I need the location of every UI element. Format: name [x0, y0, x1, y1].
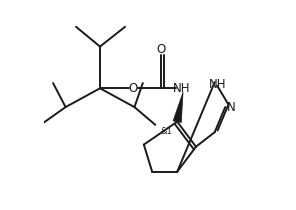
- Text: NH: NH: [209, 78, 227, 91]
- Text: N: N: [227, 101, 236, 114]
- Text: NH: NH: [173, 82, 190, 95]
- Polygon shape: [173, 92, 183, 122]
- Text: &1: &1: [161, 127, 173, 136]
- Text: O: O: [129, 82, 138, 95]
- Text: O: O: [156, 43, 165, 56]
